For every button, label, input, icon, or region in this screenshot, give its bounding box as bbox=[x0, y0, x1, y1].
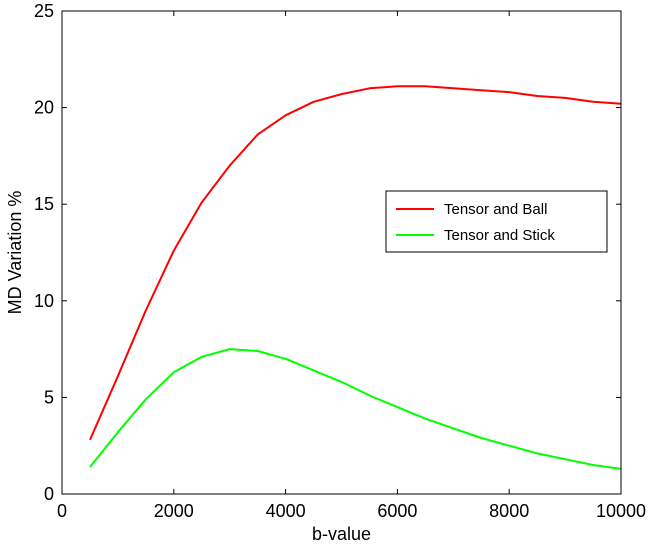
y-axis-label: MD Variation % bbox=[5, 191, 25, 315]
series-line-1 bbox=[89, 348, 622, 470]
y-tick-label: 15 bbox=[34, 194, 54, 214]
x-tick-label: 4000 bbox=[266, 501, 306, 521]
legend-label-tensor-ball: Tensor and Ball bbox=[444, 201, 547, 218]
x-axis-label: b-value bbox=[312, 524, 371, 544]
plot-lines bbox=[89, 85, 622, 470]
x-tick-label: 10000 bbox=[596, 501, 646, 521]
legend-label-tensor-stick: Tensor and Stick bbox=[444, 227, 555, 244]
y-tick-label: 5 bbox=[44, 387, 54, 407]
x-tick-label: 8000 bbox=[489, 501, 529, 521]
y-tick-label: 25 bbox=[34, 1, 54, 21]
x-tick-label: 6000 bbox=[377, 501, 417, 521]
x-tick-label: 0 bbox=[57, 501, 67, 521]
x-tick-label: 2000 bbox=[154, 501, 194, 521]
plot-frame bbox=[61, 10, 622, 495]
series-line-0 bbox=[89, 85, 622, 441]
y-tick-label: 10 bbox=[34, 291, 54, 311]
y-tick-label: 20 bbox=[34, 98, 54, 118]
legend: Tensor and Ball Tensor and Stick bbox=[385, 190, 608, 253]
x-axis-ticks: 0 2000 4000 6000 8000 10000 bbox=[57, 11, 646, 521]
y-axis-ticks: 0 5 10 15 20 25 bbox=[34, 1, 621, 504]
y-tick-label: 0 bbox=[44, 484, 54, 504]
legend-box bbox=[385, 190, 608, 253]
